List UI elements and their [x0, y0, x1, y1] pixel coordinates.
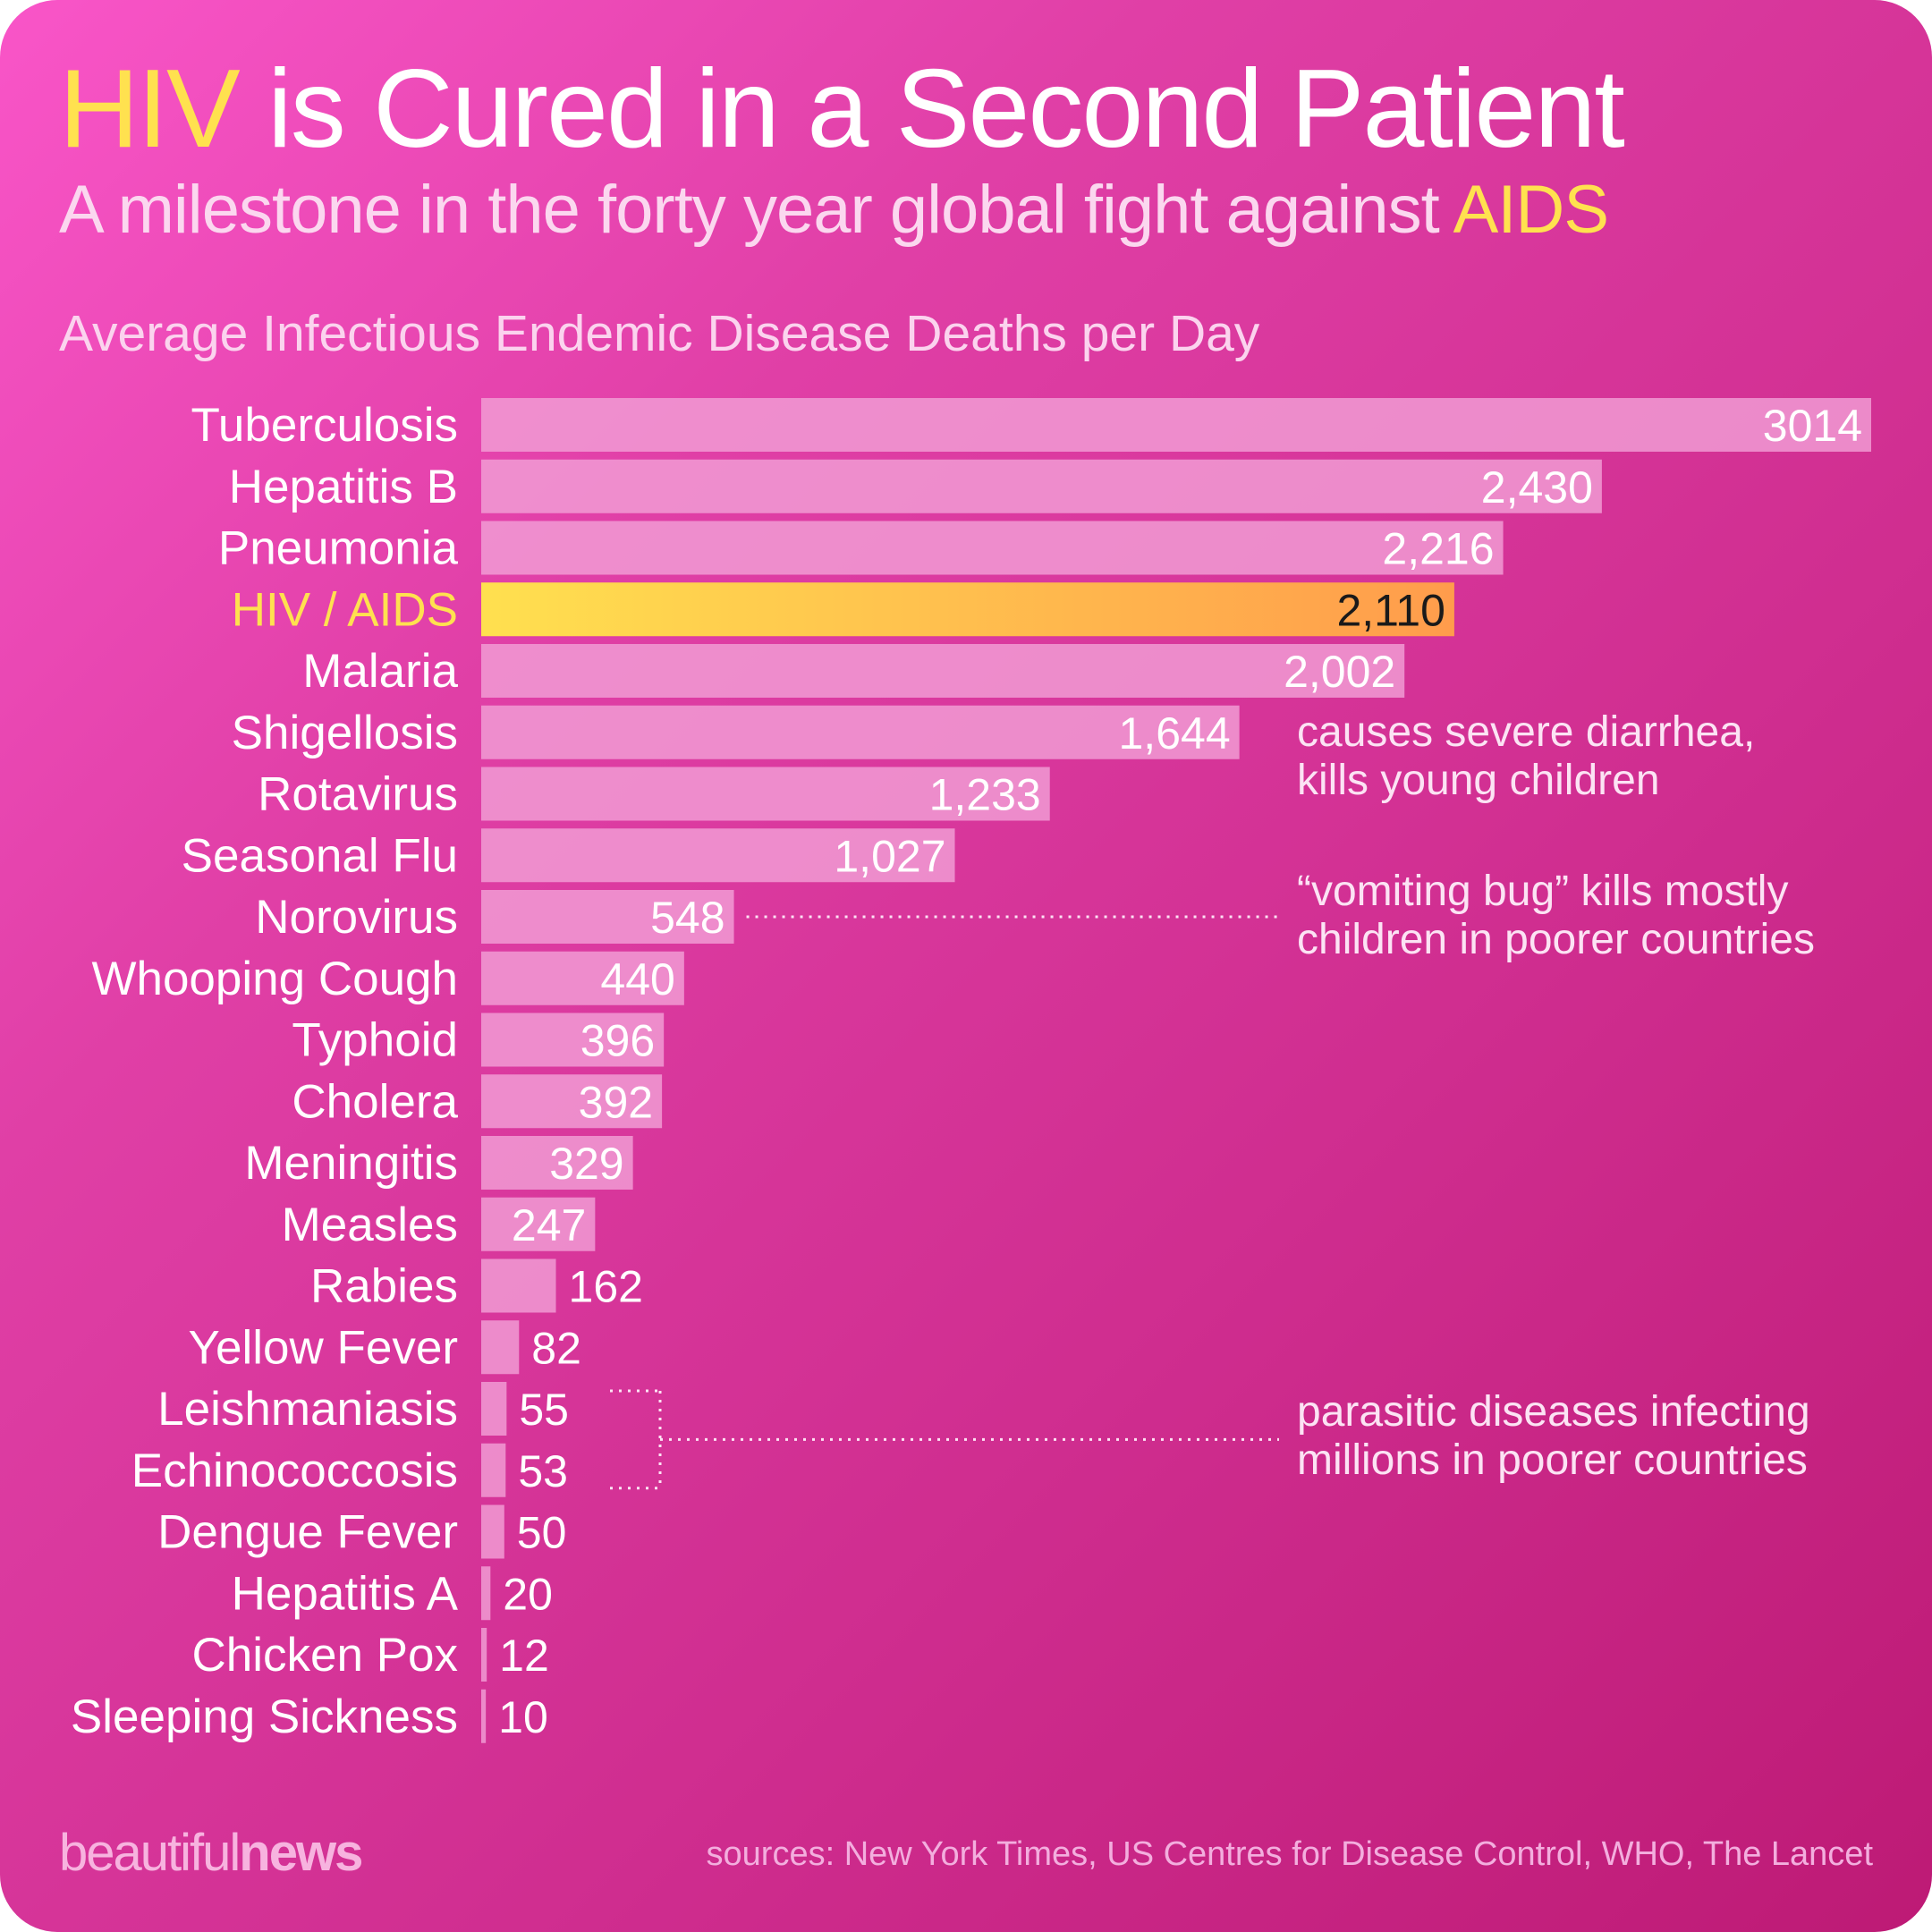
- category-label-rotavirus: Rotavirus: [258, 768, 458, 821]
- value-label-pneumonia: 2,216: [1382, 524, 1494, 574]
- bar-meningitis: [481, 1136, 633, 1190]
- category-label-norovirus: Norovirus: [255, 891, 458, 944]
- annotation-shigellosis-line-2: kills young children: [1297, 757, 1660, 804]
- value-label-rotavirus: 1,233: [929, 770, 1041, 820]
- category-label-cholera: Cholera: [292, 1075, 458, 1128]
- page-title: HIV is Cured in a Second Patient: [59, 47, 1625, 172]
- chart-title: Average Infectious Endemic Disease Death…: [59, 305, 1260, 362]
- bar-seasonal-flu: [481, 828, 955, 883]
- value-label-yellow-fever: 82: [531, 1323, 581, 1373]
- brand-logo-part2: news: [239, 1824, 363, 1882]
- bar-leishmaniasis: [481, 1382, 507, 1436]
- value-label-malaria: 2,002: [1284, 647, 1395, 697]
- bar-malaria: [481, 644, 1405, 698]
- annotation-parasitic-line-2: millions in poorer countries: [1297, 1436, 1808, 1484]
- value-label-sleeping-sickness: 10: [498, 1692, 548, 1742]
- bar-typhoid: [481, 1013, 665, 1067]
- annotation-shigellosis-line-1: causes severe diarrhea,: [1297, 708, 1756, 756]
- value-label-chicken-pox: 12: [499, 1631, 549, 1681]
- category-label-shigellosis: Shigellosis: [232, 707, 458, 759]
- subtitle-text: A milestone in the forty year global fig…: [59, 172, 1453, 248]
- category-label-malaria: Malaria: [302, 645, 458, 698]
- value-label-rabies: 162: [569, 1262, 643, 1312]
- bar-rabies: [481, 1258, 556, 1313]
- annotation-norovirus: “vomiting bug” kills mostly children in …: [1297, 868, 1815, 964]
- sources-note: sources: New York Times, US Centres for …: [706, 1835, 1873, 1873]
- bar-sleeping-sickness: [481, 1689, 487, 1743]
- bar-hepatitis-a: [481, 1566, 491, 1621]
- value-label-typhoid: 396: [580, 1016, 655, 1066]
- category-label-seasonal-flu: Seasonal Flu: [182, 829, 458, 882]
- value-label-echinococcosis: 53: [518, 1446, 568, 1496]
- value-label-leishmaniasis: 55: [519, 1385, 569, 1435]
- category-label-chicken-pox: Chicken Pox: [191, 1629, 458, 1682]
- category-label-yellow-fever: Yellow Fever: [189, 1321, 458, 1374]
- value-label-shigellosis: 1,644: [1119, 708, 1231, 758]
- category-label-typhoid: Typhoid: [292, 1014, 458, 1067]
- category-label-sleeping-sickness: Sleeping Sickness: [71, 1690, 458, 1743]
- category-label-measles: Measles: [282, 1199, 458, 1251]
- bar-dengue-fever: [481, 1504, 504, 1559]
- bar-measles: [481, 1197, 596, 1251]
- value-label-measles: 247: [512, 1200, 586, 1250]
- annotation-norovirus-line-2: children in poorer countries: [1297, 916, 1815, 963]
- category-label-tuberculosis: Tuberculosis: [191, 399, 459, 452]
- bar-cholera: [481, 1074, 663, 1129]
- bar-hiv-aids: [481, 582, 1454, 637]
- annotation-shigellosis: causes severe diarrhea, kills young chil…: [1297, 708, 1755, 805]
- category-label-rabies: Rabies: [310, 1260, 458, 1313]
- category-label-hiv-aids: HIV / AIDS: [232, 583, 458, 636]
- title-highlight: HIV: [59, 47, 241, 171]
- bar-tuberculosis: [481, 398, 1871, 452]
- value-label-norovirus: 548: [650, 893, 724, 943]
- page-subtitle: A milestone in the forty year global fig…: [59, 170, 1609, 250]
- value-label-hiv-aids: 2,110: [1336, 585, 1445, 635]
- category-label-dengue-fever: Dengue Fever: [157, 1506, 458, 1559]
- category-label-hepatitis-a: Hepatitis A: [232, 1567, 459, 1620]
- category-label-whooping-cough: Whooping Cough: [91, 953, 458, 1005]
- bar-rotavirus: [481, 767, 1050, 821]
- category-label-echinococcosis: Echinococcosis: [131, 1445, 458, 1497]
- bar-pneumonia: [481, 521, 1504, 575]
- annotation-parasitic: parasitic diseases infecting millions in…: [1297, 1388, 1810, 1485]
- value-label-tuberculosis: 3014: [1763, 401, 1862, 451]
- brand-logo: beautifulnews: [59, 1823, 363, 1883]
- brand-logo-part1: beautiful: [59, 1824, 241, 1882]
- bar-hepatitis-b: [481, 459, 1602, 513]
- bar-echinococcosis: [481, 1443, 506, 1497]
- value-label-hepatitis-a: 20: [503, 1569, 553, 1619]
- value-label-meningitis: 329: [549, 1139, 623, 1189]
- subtitle-highlight: AIDS: [1453, 172, 1609, 248]
- bar-chicken-pox: [481, 1628, 487, 1682]
- annotation-parasitic-line-1: parasitic diseases infecting: [1297, 1388, 1810, 1436]
- value-label-seasonal-flu: 1,027: [834, 831, 945, 881]
- category-label-hepatitis-b: Hepatitis B: [229, 461, 458, 513]
- category-label-pneumonia: Pneumonia: [218, 522, 459, 575]
- category-label-leishmaniasis: Leishmaniasis: [157, 1383, 458, 1436]
- bar-whooping-cough: [481, 951, 684, 1005]
- bar-norovirus: [481, 890, 734, 944]
- value-label-hepatitis-b: 2,430: [1481, 462, 1593, 513]
- bar-yellow-fever: [481, 1320, 520, 1375]
- value-label-cholera: 392: [579, 1077, 653, 1127]
- category-label-meningitis: Meningitis: [244, 1137, 458, 1190]
- bars-group: Tuberculosis 3014 Hepatitis B 2,430 Pneumoni…: [71, 398, 1871, 1743]
- value-label-whooping-cough: 440: [600, 954, 674, 1004]
- bar-shigellosis: [481, 705, 1240, 759]
- title-rest: is Cured in a Second Patient: [238, 47, 1625, 171]
- annotation-leaders: [610, 915, 1279, 1490]
- value-label-dengue-fever: 50: [517, 1508, 567, 1558]
- annotation-norovirus-line-1: “vomiting bug” kills mostly: [1297, 868, 1789, 915]
